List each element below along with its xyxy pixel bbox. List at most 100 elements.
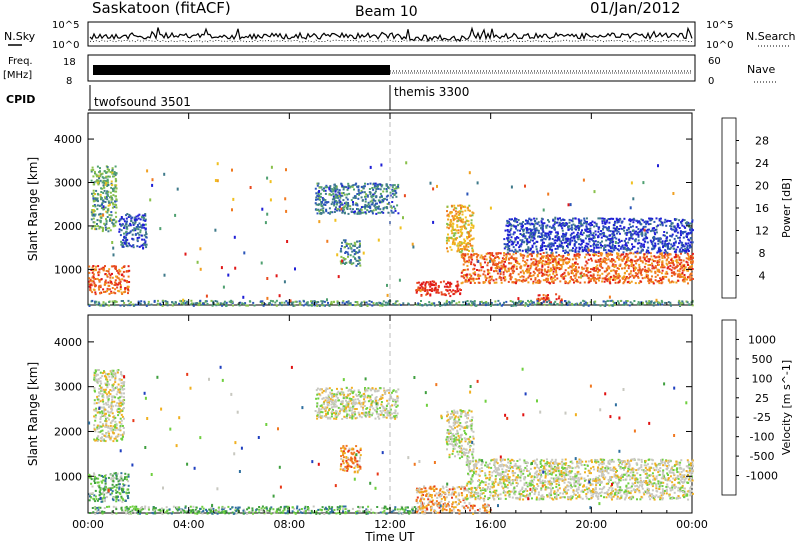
data-cell-power bbox=[310, 300, 312, 303]
data-cell-power bbox=[570, 226, 573, 229]
data-cell-power bbox=[672, 262, 674, 264]
data-cell-power bbox=[605, 254, 608, 257]
data-cell-power bbox=[608, 277, 610, 280]
data-cell-velocity bbox=[118, 483, 121, 486]
data-cell-power bbox=[624, 232, 627, 235]
data-cell-power bbox=[227, 273, 230, 277]
data-cell-power bbox=[375, 195, 378, 198]
data-cell-power bbox=[331, 188, 334, 191]
data-cell-power bbox=[471, 300, 474, 303]
data-cell-power bbox=[116, 286, 119, 289]
data-cell-power bbox=[329, 189, 332, 192]
data-cell-power bbox=[540, 271, 543, 274]
data-cell-power bbox=[432, 302, 434, 305]
data-cell-power bbox=[449, 246, 452, 249]
data-cell-power bbox=[461, 231, 464, 234]
data-cell-power bbox=[466, 236, 468, 238]
data-cell-power bbox=[616, 300, 619, 303]
data-cell-power bbox=[446, 285, 449, 288]
data-cell-power bbox=[634, 266, 637, 269]
data-cell-power bbox=[583, 222, 586, 225]
data-cell-power bbox=[102, 200, 105, 203]
data-cell-power bbox=[470, 223, 473, 226]
data-cell-power bbox=[422, 287, 425, 290]
data-cell-power bbox=[663, 244, 666, 247]
data-cell-power bbox=[129, 224, 132, 227]
data-cell-power bbox=[650, 255, 653, 258]
data-cell-power bbox=[532, 270, 535, 273]
data-cell-power bbox=[540, 239, 543, 242]
data-cell-power bbox=[536, 273, 539, 276]
data-cell-power bbox=[458, 212, 461, 215]
data-cell-power bbox=[456, 250, 459, 253]
data-cell-power bbox=[454, 228, 457, 231]
data-cell-power bbox=[333, 201, 336, 203]
data-cell-power bbox=[595, 251, 598, 254]
data-cell-power bbox=[586, 302, 589, 304]
data-cell-power bbox=[446, 302, 448, 305]
data-cell-power bbox=[656, 259, 659, 262]
data-cell-power bbox=[684, 222, 687, 225]
data-cell-power bbox=[580, 224, 583, 227]
data-cell-power bbox=[691, 252, 694, 255]
data-cell-power bbox=[667, 244, 669, 247]
data-cell-power bbox=[653, 267, 656, 270]
data-cell-power bbox=[266, 277, 269, 280]
data-cell-power bbox=[90, 269, 93, 271]
data-cell-power bbox=[640, 223, 643, 226]
data-cell-power bbox=[691, 268, 694, 270]
data-cell-power bbox=[519, 267, 522, 270]
data-cell-power bbox=[134, 233, 137, 236]
data-cell-power bbox=[216, 162, 219, 166]
data-cell-power bbox=[592, 276, 595, 279]
data-cell-power bbox=[402, 216, 404, 220]
data-cell-power bbox=[389, 205, 392, 208]
data-cell-power bbox=[460, 228, 463, 231]
data-cell-power bbox=[201, 303, 204, 306]
data-cell-power bbox=[457, 219, 460, 222]
data-cell-power bbox=[684, 226, 687, 229]
data-cell-power bbox=[125, 243, 128, 246]
data-cell-power bbox=[498, 277, 501, 280]
data-cell-power bbox=[632, 264, 635, 267]
data-cell-power bbox=[127, 216, 130, 218]
data-cell-power bbox=[524, 237, 527, 239]
data-cell-power bbox=[541, 246, 544, 249]
data-cell-velocity bbox=[111, 400, 114, 403]
data-cell-power bbox=[100, 173, 103, 176]
data-cell-power bbox=[628, 273, 631, 276]
data-cell-power bbox=[93, 225, 96, 228]
data-cell-power bbox=[514, 259, 517, 262]
data-cell-power bbox=[626, 277, 629, 280]
data-cell-power bbox=[119, 280, 122, 283]
data-cell-velocity bbox=[118, 486, 121, 489]
data-cell-power bbox=[533, 237, 536, 240]
data-cell-power bbox=[316, 198, 319, 201]
data-cell-power bbox=[328, 207, 331, 210]
data-cell-power bbox=[125, 270, 128, 273]
data-cell-power bbox=[580, 271, 583, 274]
data-cell-velocity bbox=[127, 484, 130, 487]
data-cell-power bbox=[569, 234, 572, 237]
data-cell-power bbox=[624, 303, 627, 306]
data-cell-power bbox=[542, 259, 544, 262]
data-cell-power bbox=[620, 239, 623, 242]
data-cell-power bbox=[561, 302, 564, 305]
data-cell-power bbox=[517, 273, 520, 276]
data-cell-power bbox=[518, 222, 521, 225]
data-cell-power bbox=[353, 241, 356, 244]
data-cell-power bbox=[628, 237, 631, 240]
data-cell-power bbox=[356, 193, 359, 195]
data-cell-power bbox=[468, 235, 471, 238]
data-cell-power bbox=[556, 236, 559, 239]
data-cell-power bbox=[322, 203, 325, 206]
data-cell-power bbox=[114, 279, 117, 282]
data-cell-power bbox=[95, 303, 98, 306]
data-cell-power bbox=[678, 239, 681, 242]
data-cell-power bbox=[451, 232, 454, 235]
data-cell-power bbox=[314, 202, 317, 205]
data-cell-power bbox=[93, 301, 96, 304]
data-cell-power bbox=[490, 304, 492, 307]
data-cell-power bbox=[320, 202, 323, 205]
data-cell-power bbox=[350, 247, 353, 250]
